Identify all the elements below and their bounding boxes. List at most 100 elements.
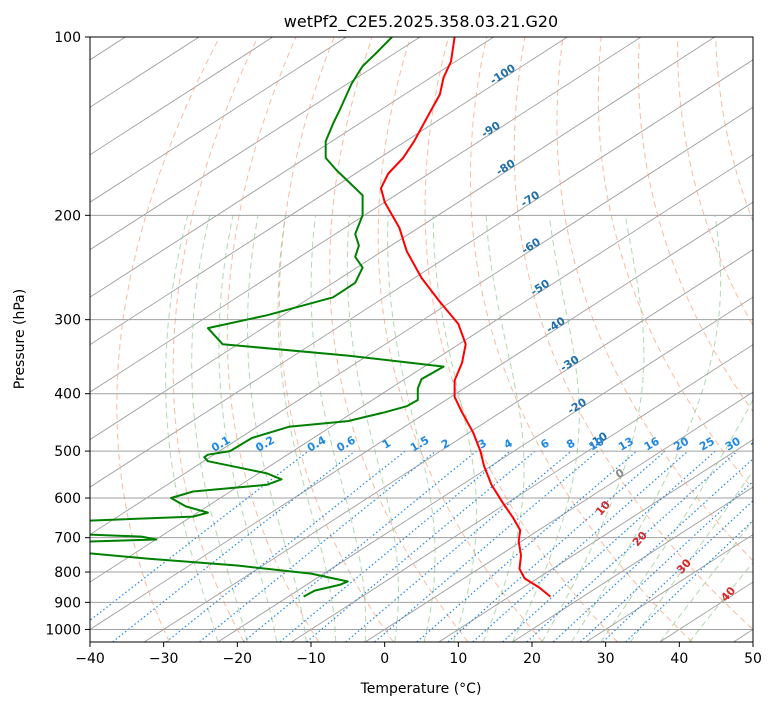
isotherm-line bbox=[733, 628, 753, 642]
isotherm-lines bbox=[90, 37, 753, 642]
isotherm-label: -60 bbox=[519, 235, 543, 257]
x-tick-label: −30 bbox=[149, 651, 179, 667]
mixing-ratio-line bbox=[502, 450, 716, 642]
moist-adiabat-line bbox=[165, 215, 219, 642]
moist-adiabat-line bbox=[659, 519, 753, 642]
y-tick-label: 300 bbox=[54, 313, 81, 329]
dry-adiabat-line bbox=[329, 37, 469, 642]
isotherm-line bbox=[585, 533, 753, 642]
x-tick-label: −40 bbox=[75, 651, 105, 667]
y-tick-label: 1000 bbox=[45, 622, 81, 638]
mixing-ratio-line bbox=[625, 519, 753, 642]
dry-adiabat-line bbox=[469, 37, 693, 642]
moist-adiabat-line bbox=[571, 215, 722, 642]
moist-adiabat-line bbox=[191, 215, 248, 642]
mixing-ratio-line bbox=[90, 450, 309, 622]
isotherm-line bbox=[512, 486, 753, 642]
y-axis-label: Pressure (hPa) bbox=[12, 289, 28, 389]
plot-area: -100-90-80-70-60-50-40-30-20-10010203040… bbox=[90, 37, 775, 642]
mixing-ratio-label: 2 bbox=[439, 437, 452, 452]
isotherm-line bbox=[90, 37, 273, 156]
x-tick-label: 40 bbox=[670, 651, 688, 667]
dry-adiabat-line bbox=[715, 37, 753, 223]
isotherm-line bbox=[217, 296, 753, 642]
mixing-ratio-line bbox=[345, 450, 572, 642]
y-tick-label: 200 bbox=[54, 208, 81, 224]
moist-adiabat-line bbox=[387, 215, 436, 642]
chart-annotations: -100-90-80-70-60-50-40-30-20-10010203040… bbox=[209, 61, 769, 604]
mixing-ratio-label: 1 bbox=[380, 437, 393, 452]
isotherm-label: -40 bbox=[544, 314, 568, 336]
isotherm-label: -100 bbox=[488, 61, 518, 87]
dry-adiabat-line bbox=[424, 37, 618, 642]
isotherm-line bbox=[90, 37, 421, 251]
isotherm-label: 0 bbox=[613, 466, 627, 481]
dry-adiabat-label: 20 bbox=[630, 529, 650, 549]
mixing-ratio-label: 4 bbox=[502, 436, 515, 451]
dry-adiabat-line bbox=[754, 37, 775, 642]
x-axis-label: Temperature (°C) bbox=[360, 681, 482, 697]
mixing-ratio-line bbox=[374, 450, 599, 642]
dry-adiabat-line bbox=[116, 37, 221, 642]
y-tick-label: 900 bbox=[54, 595, 81, 611]
mixing-ratio-label: 36 bbox=[749, 434, 769, 453]
moist-adiabat-line bbox=[688, 561, 753, 642]
x-axis: −40 −30 −20 −10 0 10 20 30 40 50 bbox=[75, 642, 762, 667]
mixing-ratio-lines bbox=[90, 450, 753, 642]
dry-adiabat-line bbox=[556, 37, 753, 562]
x-tick-label: 50 bbox=[744, 651, 762, 667]
dry-adiabat-line bbox=[172, 37, 259, 642]
dry-adiabat-line bbox=[513, 37, 753, 631]
mixing-ratio-label: 6 bbox=[538, 436, 551, 451]
mixing-ratio-line bbox=[416, 450, 638, 642]
x-tick-label: 10 bbox=[449, 651, 467, 667]
mixing-ratio-line bbox=[242, 450, 477, 642]
moist-adiabat-line bbox=[600, 398, 753, 642]
isotherm-label: -20 bbox=[565, 395, 589, 417]
mixing-ratio-line bbox=[165, 450, 406, 642]
y-tick-label: 600 bbox=[54, 491, 81, 507]
y-axis: 100 200 300 400 500 600 700 800 900 1000 bbox=[45, 30, 90, 638]
isotherm-line bbox=[90, 37, 347, 203]
sounding-line bbox=[380, 37, 552, 598]
dry-adiabat-line bbox=[637, 37, 753, 413]
sounding-series bbox=[90, 37, 552, 598]
pressure-gridlines bbox=[90, 37, 753, 630]
isotherm-label: -90 bbox=[479, 119, 503, 141]
x-tick-label: −10 bbox=[296, 651, 326, 667]
dry-adiabat-line bbox=[278, 37, 394, 642]
isotherm-line bbox=[90, 37, 715, 441]
isotherm-line bbox=[438, 439, 753, 642]
isotherm-label: -50 bbox=[528, 277, 552, 299]
moist-adiabat-line bbox=[277, 215, 337, 642]
y-tick-label: 500 bbox=[54, 444, 81, 460]
y-tick-label: 700 bbox=[54, 531, 81, 547]
mixing-ratio-label: 3 bbox=[476, 437, 489, 452]
moist-adiabat-line bbox=[541, 215, 645, 642]
mixing-ratio-line bbox=[472, 450, 689, 642]
y-tick-label: 100 bbox=[54, 30, 81, 46]
mixing-ratio-line bbox=[579, 480, 753, 642]
isotherm-label: -70 bbox=[518, 188, 542, 210]
y-tick-label: 400 bbox=[54, 387, 81, 403]
isotherm-line bbox=[90, 37, 200, 108]
chart-title: wetPf2_C2E5.2025.358.03.21.G20 bbox=[284, 12, 558, 32]
moist-adiabat-line bbox=[247, 215, 307, 642]
moist-adiabat-line bbox=[512, 215, 580, 642]
isotherm-line bbox=[143, 249, 753, 642]
isotherm-line bbox=[364, 391, 753, 642]
isotherm-line bbox=[90, 37, 494, 298]
dry-adiabat-label: 10 bbox=[593, 498, 613, 518]
dry-adiabat-line bbox=[377, 37, 544, 642]
x-tick-label: 0 bbox=[380, 651, 389, 667]
mixing-ratio-line bbox=[306, 450, 536, 642]
isotherm-line bbox=[90, 201, 753, 630]
isotherm-line bbox=[90, 154, 753, 583]
dry-adiabat-line bbox=[226, 37, 320, 642]
dry-adiabat-lines bbox=[116, 37, 775, 642]
moist-adiabat-line bbox=[432, 215, 477, 642]
plot-frame bbox=[89, 36, 754, 643]
mixing-ratio-line bbox=[552, 458, 753, 642]
isotherm-line bbox=[90, 106, 753, 536]
